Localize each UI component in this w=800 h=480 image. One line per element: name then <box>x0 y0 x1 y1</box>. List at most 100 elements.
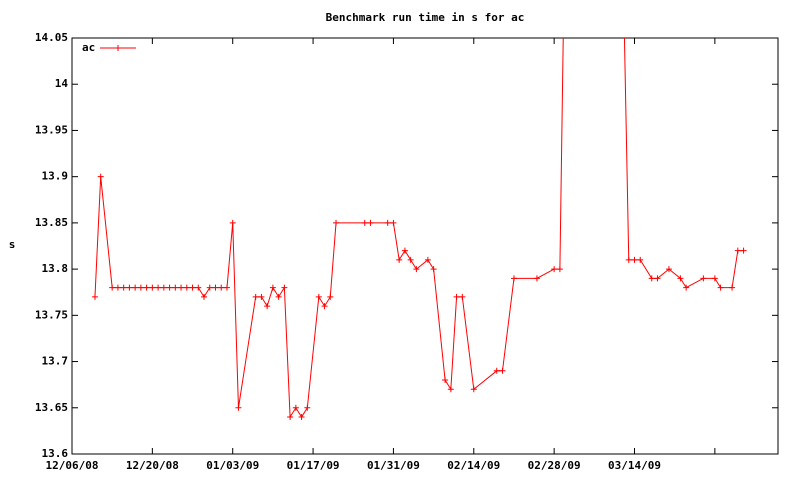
point-marker <box>298 414 305 421</box>
y-tick-label: 14 <box>55 77 69 90</box>
point-marker <box>160 284 167 291</box>
point-marker <box>109 284 116 291</box>
point-marker <box>648 275 655 282</box>
point-marker <box>201 293 208 300</box>
point-marker <box>493 367 500 374</box>
point-marker <box>97 173 104 180</box>
point-marker <box>183 284 190 291</box>
point-marker <box>424 256 431 263</box>
point-marker <box>430 266 437 273</box>
point-marker <box>120 284 127 291</box>
point-marker <box>361 219 368 226</box>
point-marker <box>396 256 403 263</box>
point-marker <box>275 293 282 300</box>
point-marker <box>459 293 466 300</box>
point-marker <box>189 284 196 291</box>
point-marker <box>442 377 449 384</box>
y-axis-label: s <box>9 238 16 251</box>
chart-title: Benchmark run time in s for ac <box>326 11 525 24</box>
x-tick-label: 12/06/08 <box>46 459 99 472</box>
point-marker <box>218 284 225 291</box>
point-marker <box>533 275 540 282</box>
legend-label: ac <box>82 41 95 54</box>
plot-area <box>91 38 747 421</box>
point-marker <box>315 293 322 300</box>
point-marker <box>269 284 276 291</box>
y-tick-label: 13.75 <box>35 308 68 321</box>
point-marker <box>677 275 684 282</box>
legend-swatch <box>115 45 121 51</box>
x-tick-label: 03/14/09 <box>608 459 661 472</box>
point-marker <box>149 284 156 291</box>
point-marker <box>212 284 219 291</box>
point-marker <box>510 275 517 282</box>
point-marker <box>321 303 328 310</box>
point-marker <box>195 284 202 291</box>
point-marker <box>390 219 397 226</box>
point-marker <box>625 256 632 263</box>
point-marker <box>700 275 707 282</box>
x-tick-label: 02/28/09 <box>528 459 581 472</box>
point-marker <box>229 219 236 226</box>
point-marker <box>654 275 661 282</box>
point-marker <box>665 266 672 273</box>
point-marker <box>740 247 747 254</box>
point-marker <box>711 275 718 282</box>
y-tick-label: 13.6 <box>42 447 69 460</box>
point-marker <box>178 284 185 291</box>
point-marker <box>235 404 242 411</box>
point-marker <box>384 219 391 226</box>
point-marker <box>447 386 454 393</box>
point-marker <box>143 284 150 291</box>
point-marker <box>413 266 420 273</box>
plot-frame <box>71 37 779 455</box>
point-marker <box>287 414 294 421</box>
point-marker <box>132 284 139 291</box>
x-tick-label: 01/17/09 <box>287 459 340 472</box>
x-tick-label: 12/20/08 <box>126 459 179 472</box>
point-marker <box>137 284 144 291</box>
y-tick-label: 14.05 <box>35 31 68 44</box>
point-marker <box>631 256 638 263</box>
point-marker <box>470 386 477 393</box>
point-marker <box>206 284 213 291</box>
point-marker <box>683 284 690 291</box>
point-marker <box>407 256 414 263</box>
point-marker <box>637 256 644 263</box>
y-tick-label: 13.8 <box>42 262 69 275</box>
point-marker <box>126 284 133 291</box>
y-tick-label: 13.95 <box>35 123 68 136</box>
point-marker <box>292 404 299 411</box>
point-marker <box>734 247 741 254</box>
x-tick-label: 01/03/09 <box>206 459 259 472</box>
point-marker <box>729 284 736 291</box>
point-marker <box>556 266 563 273</box>
point-marker <box>91 293 98 300</box>
point-marker <box>166 284 173 291</box>
y-tick-label: 13.85 <box>35 216 68 229</box>
point-marker <box>327 293 334 300</box>
y-tick-label: 13.7 <box>42 355 69 368</box>
point-marker <box>453 293 460 300</box>
point-marker <box>264 303 271 310</box>
point-marker <box>252 293 259 300</box>
point-marker <box>258 293 265 300</box>
point-marker <box>333 219 340 226</box>
point-marker <box>401 247 408 254</box>
point-marker <box>223 284 230 291</box>
point-marker <box>717 284 724 291</box>
series-line <box>94 38 744 419</box>
x-tick-label: 01/31/09 <box>367 459 420 472</box>
y-tick-label: 13.9 <box>42 170 69 183</box>
y-tick-label: 13.65 <box>35 401 68 414</box>
x-tick-label: 02/14/09 <box>447 459 500 472</box>
point-marker <box>367 219 374 226</box>
point-marker <box>172 284 179 291</box>
point-marker <box>155 284 162 291</box>
point-marker <box>304 404 311 411</box>
point-marker <box>551 266 558 273</box>
point-marker <box>499 367 506 374</box>
point-marker <box>114 284 121 291</box>
